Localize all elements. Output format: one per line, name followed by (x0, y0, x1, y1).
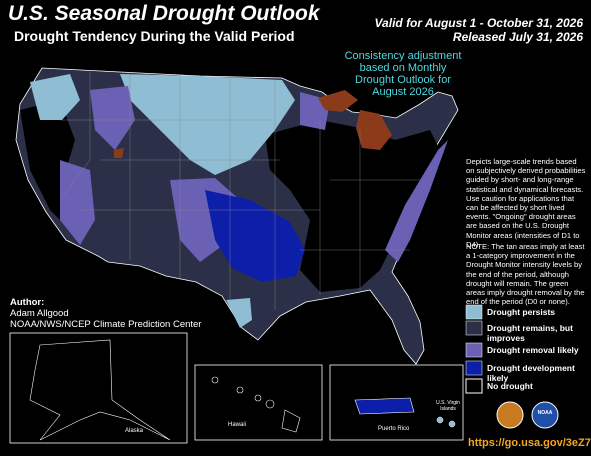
noaa-logo (531, 401, 559, 429)
author-label: Author: (10, 297, 45, 308)
virgin-islands (448, 420, 456, 428)
puerto-rico (354, 397, 415, 415)
inset-label: Puerto Rico (378, 426, 410, 432)
valid-period: Valid for August 1 - October 31, 2026 (374, 16, 584, 30)
release-date: Released July 31, 2026 (452, 30, 583, 44)
legend-swatch (465, 360, 483, 376)
alaska-outline (29, 339, 171, 441)
removal-region (90, 86, 135, 150)
inset-label: U.S. Virgin Islands (436, 400, 460, 412)
removal-region (60, 160, 95, 245)
legend-swatch (465, 378, 483, 394)
virgin-islands (436, 416, 444, 424)
improvement-region (356, 110, 392, 150)
legend-swatch (465, 320, 483, 336)
note: NOTE: The tan areas imply at least a 1-c… (466, 242, 585, 307)
legend (465, 304, 483, 394)
logo-text: NOAA (538, 410, 553, 416)
url[interactable]: https://go.usa.gov/3eZ73 (468, 437, 591, 449)
alaska-box (9, 332, 188, 444)
legend-swatch (465, 342, 483, 358)
description: Depicts large-scale trends based on subj… (466, 157, 586, 249)
legend-label: Drought persists (487, 307, 556, 317)
author-org: NOAA/NWS/NCEP Climate Prediction Center (10, 319, 202, 330)
doc-logo (496, 401, 524, 429)
state-lines (59, 72, 420, 310)
legend-label: Drought development likely (487, 363, 575, 383)
hawaii-box (194, 364, 323, 441)
author-name: Adam Allgood (10, 308, 69, 319)
annotation: Consistency adjustment based on Monthly … (344, 50, 462, 98)
title: U.S. Seasonal Drought Outlook (8, 2, 320, 25)
removal-region (385, 140, 448, 262)
legend-label: Drought removal likely (487, 345, 579, 355)
legend-label: Drought remains, but improves (487, 323, 573, 343)
persists-region (226, 298, 252, 328)
hawaii-islands (211, 376, 301, 433)
inset-label: Hawaii (228, 422, 246, 428)
legend-swatch (465, 304, 483, 320)
subtitle: Drought Tendency During the Valid Period (14, 28, 295, 44)
improvement-region (318, 90, 358, 112)
no-drought-region (265, 120, 440, 292)
inset-label: Alaska (125, 428, 144, 434)
persists-region (120, 74, 295, 175)
improvement-region (114, 148, 124, 158)
legend-label: No drought (487, 381, 533, 391)
persists-region (30, 74, 80, 120)
puerto-rico-box (329, 364, 464, 441)
